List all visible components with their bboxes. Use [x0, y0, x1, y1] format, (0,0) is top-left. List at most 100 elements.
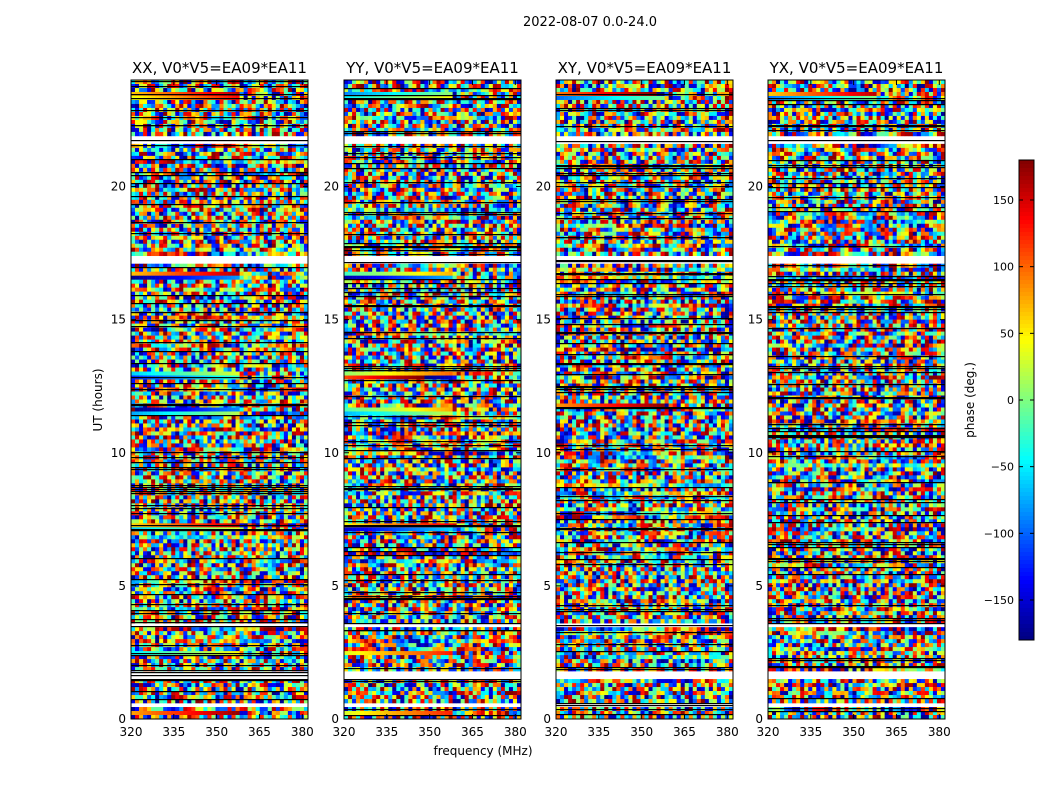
x-tick-label: 380	[928, 725, 951, 739]
colorbar-segment	[1019, 180, 1034, 185]
x-tick-label: 350	[842, 725, 865, 739]
x-tick-label: 350	[630, 725, 653, 739]
colorbar-segment	[1019, 508, 1034, 513]
colorbar-segment	[1019, 444, 1034, 449]
y-tick-label: 10	[324, 446, 339, 460]
y-tick-label: 20	[111, 180, 126, 194]
colorbar-segment	[1019, 312, 1034, 317]
colorbar-segment	[1019, 428, 1034, 433]
colorbar-segment	[1019, 488, 1034, 493]
colorbar-segment	[1019, 556, 1034, 561]
colorbar-segment	[1019, 468, 1034, 473]
colorbar-segment	[1019, 336, 1034, 341]
colorbar-tick-label: 0	[1007, 394, 1014, 407]
colorbar-segment	[1019, 296, 1034, 301]
colorbar-segment	[1019, 224, 1034, 229]
colorbar-segment	[1019, 340, 1034, 345]
colorbar-segment	[1019, 588, 1034, 593]
x-tick-label: 320	[120, 725, 143, 739]
colorbar-segment	[1019, 300, 1034, 305]
x-tick-label: 320	[333, 725, 356, 739]
colorbar-segment	[1019, 456, 1034, 461]
colorbar-segment	[1019, 404, 1034, 409]
colorbar-segment	[1019, 600, 1034, 605]
colorbar-segment	[1019, 424, 1034, 429]
colorbar-tick-label: −100	[984, 527, 1014, 540]
colorbar-segment	[1019, 512, 1034, 517]
colorbar-segment	[1019, 236, 1034, 241]
colorbar-segment	[1019, 240, 1034, 245]
x-tick-label: 365	[461, 725, 484, 739]
x-tick-label: 380	[504, 725, 527, 739]
colorbar-segment	[1019, 364, 1034, 369]
colorbar-segment	[1019, 552, 1034, 557]
colorbar-segment	[1019, 548, 1034, 553]
colorbar-segment	[1019, 568, 1034, 573]
colorbar-segment	[1019, 632, 1034, 637]
colorbar-segment	[1019, 476, 1034, 481]
y-tick-label: 0	[755, 712, 763, 726]
colorbar-segment	[1019, 460, 1034, 465]
colorbar-segment	[1019, 252, 1034, 257]
phase-heatmap	[131, 80, 308, 719]
colorbar-tick-label: −50	[991, 461, 1014, 474]
panel-title: YX, V0*V5=EA09*EA11	[769, 59, 944, 77]
y-tick-label: 15	[536, 313, 551, 327]
colorbar-segment	[1019, 268, 1034, 273]
colorbar-tick-label: 100	[993, 261, 1014, 274]
colorbar-segment	[1019, 328, 1034, 333]
colorbar-segment	[1019, 544, 1034, 549]
x-tick-label: 365	[885, 725, 908, 739]
x-tick-label: 350	[418, 725, 441, 739]
colorbar-segment	[1019, 248, 1034, 253]
x-tick-label: 380	[291, 725, 314, 739]
colorbar-segment	[1019, 540, 1034, 545]
y-tick-label: 0	[331, 712, 339, 726]
colorbar-segment	[1019, 608, 1034, 613]
figure-title: 2022-08-07 0.0-24.0	[523, 15, 657, 30]
colorbar-segment	[1019, 496, 1034, 501]
colorbar-segment	[1019, 400, 1034, 405]
colorbar-segment	[1019, 492, 1034, 497]
colorbar-segment	[1019, 344, 1034, 349]
colorbar-segment	[1019, 564, 1034, 569]
colorbar-segment	[1019, 504, 1034, 509]
colorbar-segment	[1019, 580, 1034, 585]
y-tick-label: 5	[543, 579, 551, 593]
colorbar-segment	[1019, 260, 1034, 265]
colorbar-segment	[1019, 448, 1034, 453]
colorbar-segment	[1019, 616, 1034, 621]
colorbar-segment	[1019, 356, 1034, 361]
colorbar-segment	[1019, 320, 1034, 325]
colorbar-segment	[1019, 528, 1034, 533]
colorbar-segment	[1019, 612, 1034, 617]
colorbar-segment	[1019, 324, 1034, 329]
colorbar-segment	[1019, 160, 1034, 165]
colorbar-segment	[1019, 480, 1034, 485]
colorbar-segment	[1019, 256, 1034, 261]
colorbar-segment	[1019, 332, 1034, 337]
colorbar-segment	[1019, 420, 1034, 425]
x-tick-label: 335	[162, 725, 185, 739]
colorbar-segment	[1019, 532, 1034, 537]
colorbar-segment	[1019, 516, 1034, 521]
colorbar-tick-label: 50	[1000, 327, 1014, 340]
y-tick-label: 15	[111, 313, 126, 327]
colorbar-segment	[1019, 432, 1034, 437]
x-axis-label: frequency (MHz)	[433, 744, 532, 758]
colorbar-segment	[1019, 620, 1034, 625]
phase-heatmap	[556, 80, 733, 719]
colorbar-segment	[1019, 604, 1034, 609]
colorbar-segment	[1019, 316, 1034, 321]
x-tick-label: 320	[757, 725, 780, 739]
y-tick-label: 20	[748, 180, 763, 194]
y-tick-label: 15	[748, 313, 763, 327]
panel-title: XY, V0*V5=EA09*EA11	[558, 59, 732, 77]
colorbar-segment	[1019, 560, 1034, 565]
colorbar-segment	[1019, 380, 1034, 385]
colorbar-segment	[1019, 484, 1034, 489]
colorbar-segment	[1019, 536, 1034, 541]
